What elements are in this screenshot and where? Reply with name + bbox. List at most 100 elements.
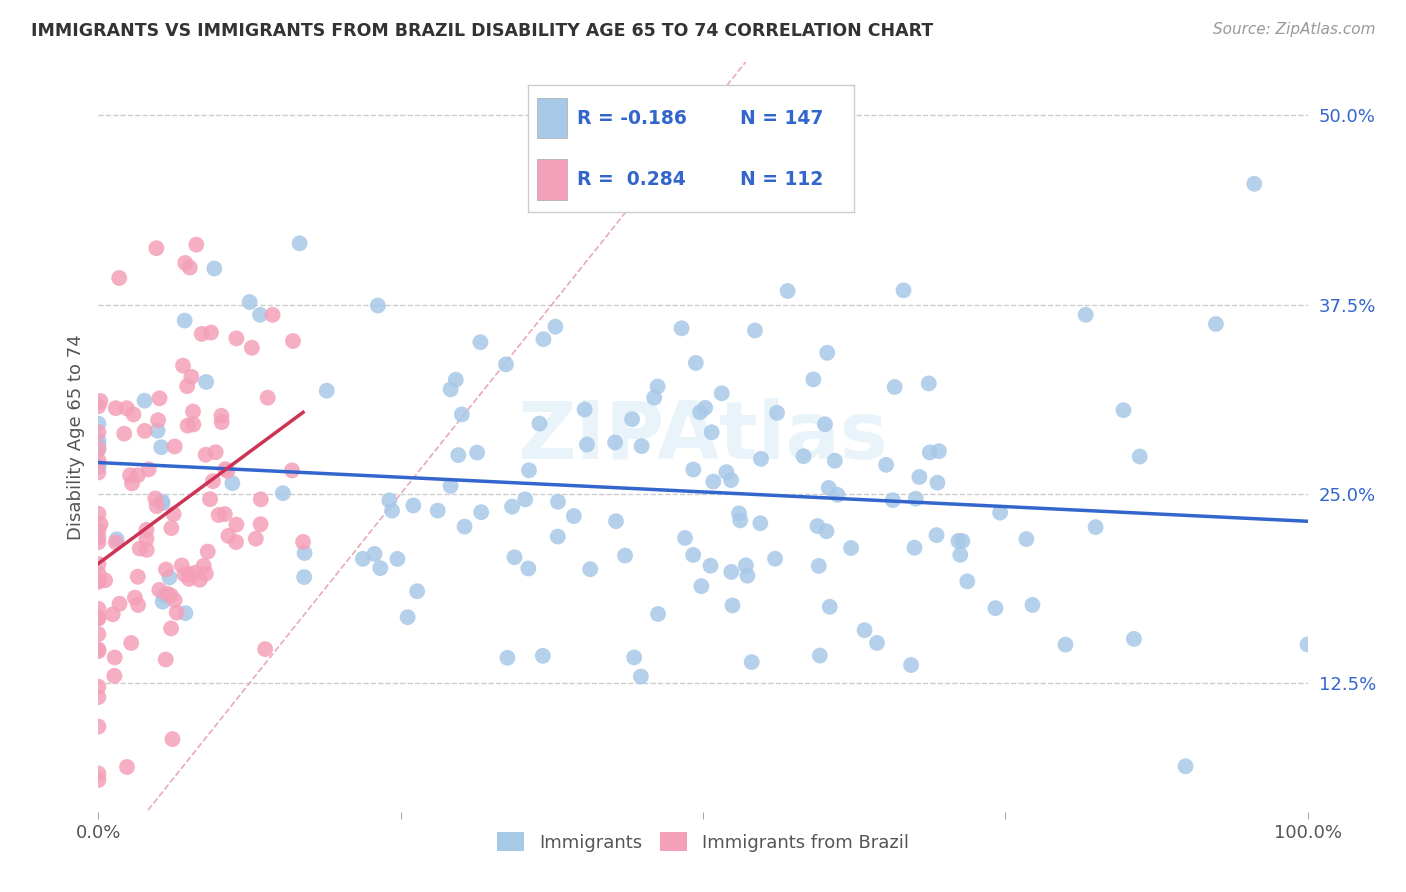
Point (177, 572, 200, 586)
Point (501, 500, 523, 514)
Point (87, 557, 110, 571)
Point (159, 570, 181, 584)
Point (531, 648, 554, 663)
Point (87, 458, 110, 473)
Point (292, 535, 315, 549)
Point (87, 644, 110, 658)
Point (605, 514, 627, 528)
Point (315, 384, 337, 398)
Point (927, 475, 949, 490)
Point (209, 409, 232, 423)
Point (815, 524, 838, 539)
Point (105, 533, 128, 547)
Point (146, 424, 169, 438)
Point (160, 521, 183, 535)
Point (988, 506, 1011, 520)
Point (87, 434, 110, 448)
Point (188, 573, 211, 587)
Point (817, 481, 839, 495)
Point (776, 284, 799, 298)
Point (363, 547, 385, 561)
Point (214, 507, 236, 521)
Point (104, 535, 127, 549)
Point (439, 479, 461, 493)
Point (163, 507, 186, 521)
Point (749, 451, 772, 466)
Point (240, 341, 263, 355)
Point (173, 313, 195, 327)
Point (671, 321, 693, 335)
Point (1112, 403, 1135, 417)
Point (183, 417, 205, 432)
Point (853, 623, 876, 637)
Point (87, 690, 110, 704)
Point (721, 599, 744, 613)
Point (271, 486, 294, 500)
Point (172, 359, 194, 373)
Point (148, 582, 170, 597)
Point (515, 492, 537, 507)
Point (367, 299, 389, 313)
Point (87, 680, 110, 694)
Point (127, 570, 149, 584)
Point (87, 772, 110, 787)
Point (194, 448, 217, 462)
Point (160, 621, 183, 635)
Point (152, 496, 174, 510)
Point (217, 529, 239, 543)
Point (163, 440, 186, 454)
Point (807, 558, 830, 573)
Point (426, 503, 449, 517)
Point (174, 606, 197, 620)
Point (166, 606, 188, 620)
Point (544, 319, 567, 334)
Point (135, 523, 157, 537)
Point (465, 445, 488, 459)
Point (647, 379, 669, 393)
Point (170, 558, 193, 573)
Point (808, 648, 831, 663)
Point (716, 465, 738, 479)
Point (249, 492, 271, 507)
Point (214, 462, 236, 476)
Point (156, 587, 179, 601)
Point (162, 732, 184, 747)
Point (839, 541, 862, 555)
Point (94, 574, 117, 588)
Point (145, 241, 167, 255)
Point (112, 426, 135, 441)
Point (695, 401, 717, 415)
Point (186, 237, 208, 252)
Point (143, 491, 166, 506)
Point (1015, 532, 1038, 546)
Point (104, 401, 127, 416)
Point (814, 417, 837, 432)
Point (720, 565, 742, 579)
Point (128, 541, 150, 556)
Point (281, 463, 304, 477)
Point (815, 346, 838, 360)
Point (160, 589, 183, 603)
Point (87, 611, 110, 625)
Point (1243, 177, 1265, 191)
Point (181, 404, 204, 418)
Point (179, 566, 201, 581)
Point (702, 475, 724, 489)
Point (87, 442, 110, 457)
Point (87, 720, 110, 734)
Point (134, 393, 156, 408)
Point (87, 523, 110, 537)
Point (225, 535, 247, 549)
Point (294, 546, 316, 560)
Point (249, 308, 271, 322)
Point (801, 372, 824, 386)
Point (700, 425, 723, 440)
Point (728, 513, 751, 527)
Point (193, 558, 215, 573)
Point (208, 508, 231, 522)
Point (87, 642, 110, 657)
Point (682, 548, 704, 562)
Point (124, 591, 146, 605)
Point (134, 424, 156, 438)
Point (155, 652, 177, 666)
